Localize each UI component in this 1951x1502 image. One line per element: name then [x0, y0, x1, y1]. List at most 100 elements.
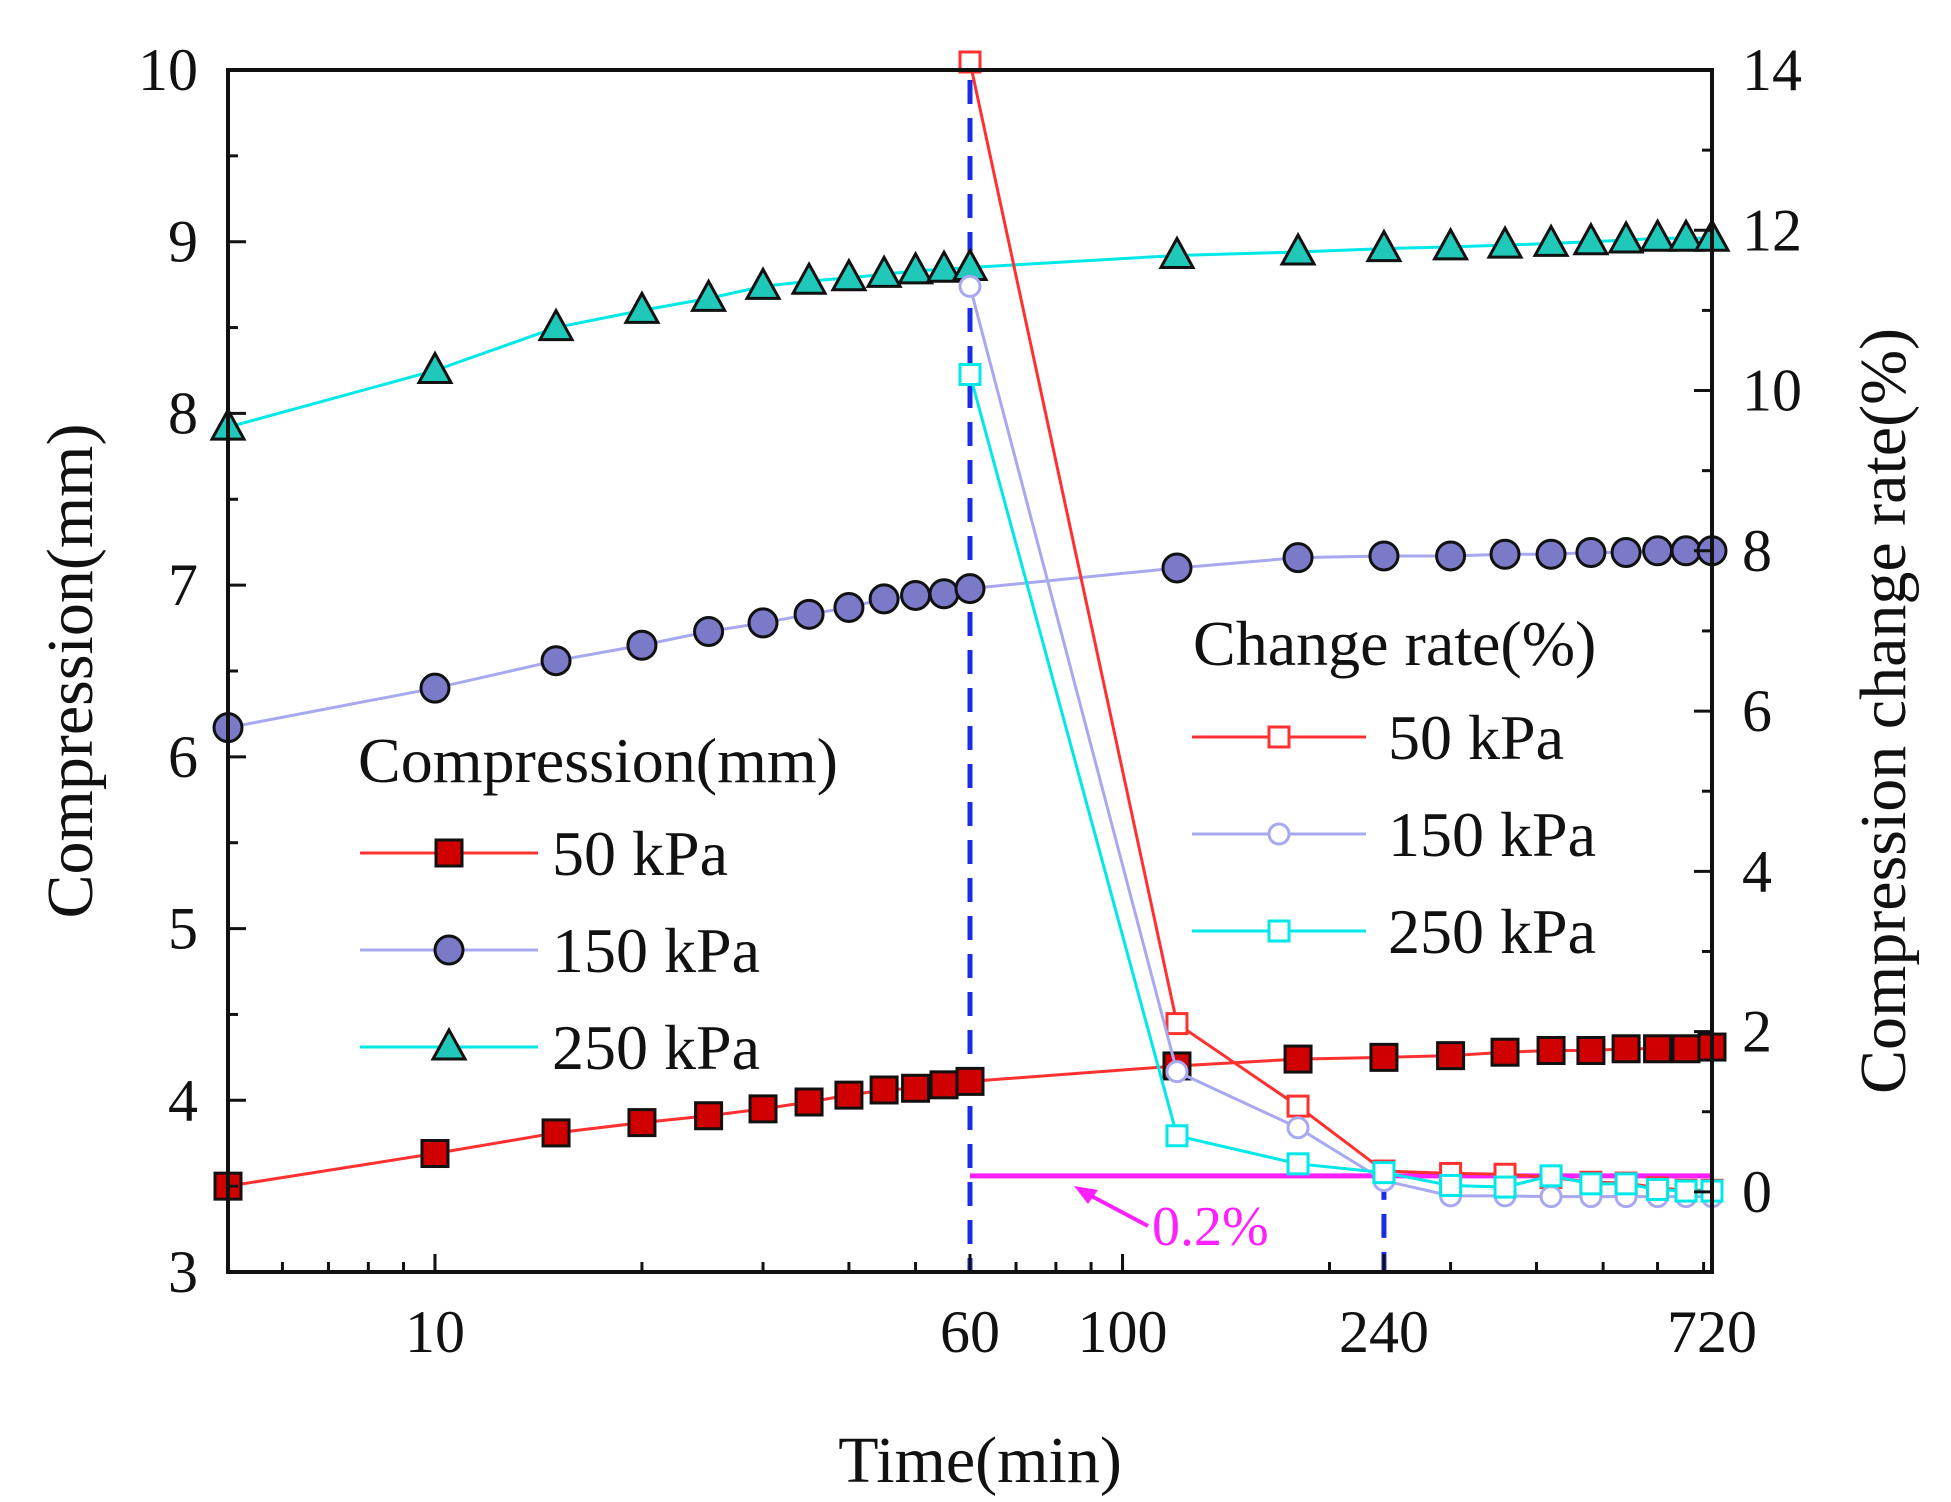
compression-point [694, 1101, 724, 1131]
compression-point [1486, 225, 1524, 259]
y-left-tick-label: 8 [168, 380, 198, 446]
compression-point [537, 307, 575, 342]
compression-point [627, 1108, 657, 1138]
compression-point [1368, 540, 1400, 572]
change-rate-point [1165, 1060, 1189, 1084]
change-rate-point [1165, 1124, 1189, 1148]
compression-point [1282, 542, 1314, 574]
y-right-tick-label: 12 [1742, 197, 1802, 263]
x-tick-label: 240 [1339, 1299, 1429, 1365]
threshold-annotation-label: 0.2% [1152, 1196, 1269, 1258]
compression-point [623, 290, 661, 324]
compression-point [869, 1075, 899, 1105]
compression-point [1607, 219, 1645, 254]
compression-point [830, 257, 868, 292]
compression-point [1279, 231, 1317, 266]
y-left-tick-label: 5 [168, 896, 198, 962]
compression-point [925, 249, 963, 283]
compression-point [901, 1073, 931, 1103]
compression-point [1575, 537, 1607, 569]
y-right-tick-label: 6 [1742, 678, 1772, 744]
change-rate-point [1579, 1172, 1603, 1196]
compression-point [865, 254, 903, 288]
change-rate-legend-label: 50 kPa [1388, 702, 1564, 773]
compression-point [790, 261, 828, 295]
y-right-tick-label: 14 [1742, 37, 1802, 103]
compression-legend-label: 50 kPa [552, 818, 728, 889]
threshold-annotation-arrowhead [1074, 1186, 1098, 1204]
compression-point [1610, 537, 1642, 569]
y-left-tick-label: 4 [168, 1067, 198, 1133]
compression-legend-label: 250 kPa [552, 1012, 760, 1083]
y-right-tick-label: 0 [1742, 1159, 1772, 1225]
x-tick-label: 100 [1078, 1299, 1168, 1365]
compression-point [1671, 1034, 1701, 1064]
compression-point [1639, 218, 1677, 252]
change-rate-point [1539, 1185, 1563, 1209]
y-right-tick-label: 2 [1742, 999, 1772, 1065]
change-rate-point [1539, 1164, 1563, 1188]
y-left-tick-label: 6 [168, 724, 198, 790]
compression-legend-label: 150 kPa [552, 915, 760, 986]
change-rate-point [1614, 1172, 1638, 1196]
compression-point [1369, 1042, 1399, 1072]
y-right-tick-label: 10 [1742, 358, 1802, 424]
compression-point [868, 583, 900, 615]
compression-point [1158, 235, 1196, 269]
compression-point [1535, 538, 1567, 570]
compression-legend-title: Compression(mm) [358, 725, 838, 796]
compression-point [420, 1139, 450, 1169]
change-rate-point [958, 274, 982, 298]
compression-point [929, 1070, 959, 1100]
change-rate-point [1165, 1012, 1189, 1036]
compression-legend-marker [433, 934, 465, 966]
change-rate-line-250-kpa [968, 374, 1712, 1193]
compression-point [748, 1094, 778, 1124]
change-rate-point [1439, 1173, 1463, 1197]
compression-point [744, 266, 782, 300]
change-rate-legend-marker [1267, 725, 1291, 749]
compression-point [1611, 1034, 1641, 1064]
compression-point [1283, 1044, 1313, 1074]
compression-legend-marker [430, 1026, 468, 1061]
compression-point [1432, 226, 1470, 261]
y-left-tick-label: 9 [168, 209, 198, 275]
change-rate-legend-label: 250 kPa [1388, 896, 1596, 967]
y-left-tick-label: 7 [168, 552, 198, 618]
compression-point [900, 579, 932, 611]
x-tick-label: 60 [940, 1299, 1000, 1365]
change-rate-legend-title: Change rate(%) [1193, 608, 1596, 679]
y-left-axis-title: Compression(mm) [34, 424, 107, 919]
compression-point [1643, 1034, 1673, 1064]
compression-point [1536, 1035, 1566, 1065]
y-right-axis-title: Compression change rate(%) [1847, 328, 1920, 1094]
compression-point [955, 1066, 985, 1096]
change-rate-point [958, 363, 982, 387]
compression-point [1642, 535, 1674, 567]
compression-point [833, 591, 865, 623]
x-tick-label: 10 [405, 1299, 465, 1365]
y-left-tick-label: 10 [138, 37, 198, 103]
compression-point [693, 616, 725, 648]
compression-point [540, 645, 572, 677]
change-rate-point [1286, 1152, 1310, 1176]
compression-point [1532, 223, 1570, 257]
compression-legend-marker [434, 838, 464, 868]
compression-point [793, 598, 825, 630]
change-rate-point [1286, 1094, 1310, 1118]
compression-point [690, 278, 728, 312]
x-tick-label: 720 [1667, 1299, 1757, 1365]
y-left-tick-label: 3 [168, 1239, 198, 1305]
change-rate-point [1493, 1175, 1517, 1199]
change-rate-legend-marker [1267, 822, 1291, 846]
compression-point [419, 672, 451, 704]
compression-point [416, 350, 454, 384]
compression-point [928, 578, 960, 610]
compression-point [794, 1087, 824, 1117]
compression-point [1490, 1037, 1520, 1067]
compression-point [1436, 1041, 1466, 1071]
compression-point [1667, 218, 1705, 252]
